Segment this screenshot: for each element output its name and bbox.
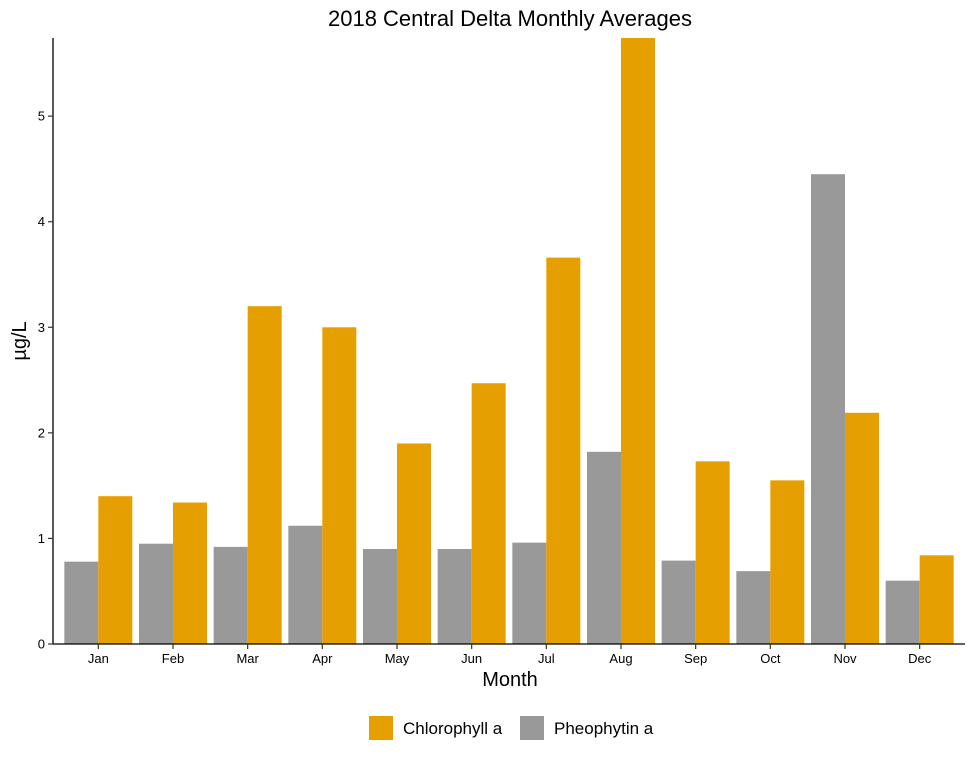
bar-pheophytin-a-sep [661,560,696,644]
x-axis-title: Month [482,669,538,691]
bar-chlorophyll-a-jul [546,257,581,644]
bar-chlorophyll-a-mar [247,306,282,644]
bar-chlorophyll-a-jun [471,383,506,644]
y-tick-label: 4 [38,214,45,229]
x-tick-label-oct: Oct [760,651,781,666]
bar-pheophytin-a-jan [64,561,99,644]
y-tick-label: 1 [38,531,45,546]
bar-chlorophyll-a-feb [173,502,207,644]
x-tick-label-nov: Nov [833,651,857,666]
y-tick-label: 3 [38,320,45,335]
bar-chlorophyll-a-dec [919,555,954,644]
legend-label-chlorophyll-a: Chlorophyll a [403,719,503,738]
bar-chlorophyll-a-sep [695,461,730,644]
bar-pheophytin-a-oct [736,571,771,644]
bar-chlorophyll-a-jan [98,496,133,644]
bar-chlorophyll-a-apr [322,327,357,644]
legend-label-pheophytin-a: Pheophytin a [554,719,654,738]
bar-pheophytin-a-feb [139,543,173,644]
x-axis-ticks: Jan Feb Mar Apr May Jun Jul Aug Sep Oct Nov Dec [88,644,932,666]
y-tick-label: 0 [38,637,45,652]
y-tick-label: 5 [38,109,45,124]
x-tick-label-jun: Jun [461,651,482,666]
x-tick-label-apr: Apr [312,651,333,666]
x-tick-label-mar: Mar [236,651,259,666]
legend-key-chlorophyll-a [369,716,393,740]
bars-layer [64,38,954,644]
x-tick-label-jul: Jul [538,651,555,666]
bar-pheophytin-a-apr [288,525,323,644]
x-tick-label-aug: Aug [609,651,632,666]
x-tick-label-may: May [385,651,410,666]
bar-chlorophyll-a-oct [770,480,805,644]
y-axis-title: µg/L [9,321,31,360]
y-tick-label: 2 [38,425,45,440]
legend: Chlorophyll a Pheophytin a [369,716,654,740]
x-tick-label-jan: Jan [88,651,109,666]
bar-pheophytin-a-may [363,548,397,644]
chart-title: 2018 Central Delta Monthly Averages [328,6,692,31]
y-axis-ticks: 0 1 2 3 4 5 [38,109,53,652]
x-tick-label-sep: Sep [684,651,707,666]
bar-chlorophyll-a-nov [845,412,879,644]
bar-pheophytin-a-aug [587,451,621,644]
bar-pheophytin-a-mar [213,546,248,644]
bar-pheophytin-a-jul [512,542,547,644]
x-tick-label-feb: Feb [162,651,184,666]
bar-chlorophyll-a-aug [621,38,655,644]
bar-chlorophyll-a-may [397,443,431,644]
bar-pheophytin-a-nov [811,174,845,644]
bar-pheophytin-a-jun [437,548,472,644]
legend-key-pheophytin-a [520,716,544,740]
bar-pheophytin-a-dec [885,580,920,644]
x-tick-label-dec: Dec [908,651,932,666]
